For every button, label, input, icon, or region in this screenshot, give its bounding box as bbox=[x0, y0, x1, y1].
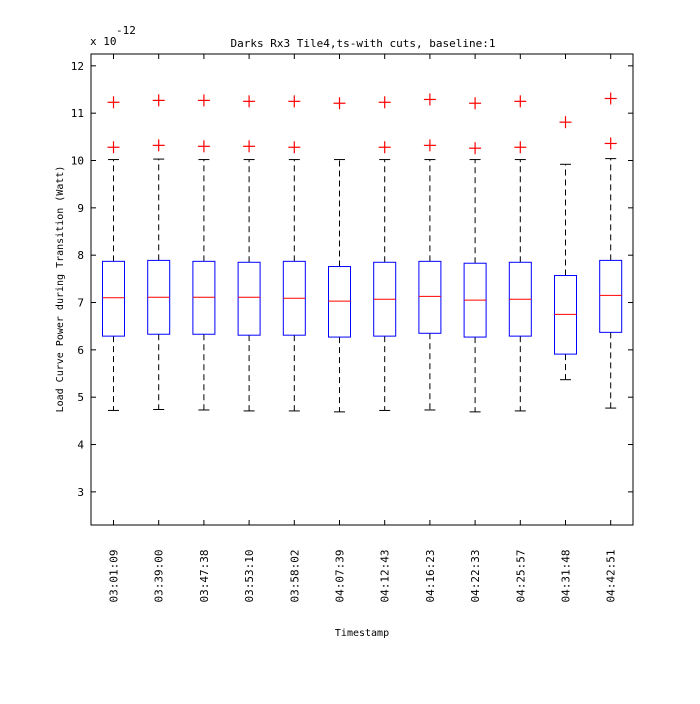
x-tick-label-11: 04:42:51 bbox=[605, 550, 618, 603]
outlier-marker-8-1 bbox=[469, 97, 482, 110]
outlier-marker-0-0 bbox=[107, 141, 120, 154]
box-7 bbox=[418, 260, 442, 334]
plot-frame bbox=[90, 53, 634, 526]
x-tick-label-2: 03:47:38 bbox=[198, 550, 211, 603]
y-exponent-power: -12 bbox=[116, 24, 136, 37]
box-3 bbox=[237, 261, 261, 336]
outlier-marker-7-1 bbox=[423, 93, 436, 106]
x-tick-label-9: 04:25:57 bbox=[514, 550, 527, 603]
y-tick-label-9: 12 bbox=[71, 60, 84, 73]
y-tick-label-8: 11 bbox=[71, 107, 84, 120]
outlier-marker-9-1 bbox=[514, 95, 527, 108]
outlier-marker-0-1 bbox=[107, 96, 120, 109]
x-tick-label-3: 03:53:10 bbox=[243, 550, 256, 603]
outlier-marker-1-1 bbox=[152, 94, 165, 107]
y-tick-label-3: 6 bbox=[77, 344, 84, 357]
outlier-marker-9-0 bbox=[514, 141, 527, 154]
x-tick-label-0: 03:01:09 bbox=[108, 550, 121, 603]
outlier-marker-1-0 bbox=[152, 139, 165, 152]
y-tick-label-5: 8 bbox=[77, 249, 84, 262]
x-tick-label-10: 04:31:48 bbox=[560, 550, 573, 603]
y-tick-label-4: 7 bbox=[77, 297, 84, 310]
y-tick-label-0: 3 bbox=[77, 486, 84, 499]
x-tick-label-8: 04:22:33 bbox=[469, 550, 482, 603]
outlier-marker-6-0 bbox=[378, 141, 391, 154]
outlier-marker-4-1 bbox=[288, 95, 301, 108]
x-tick-label-1: 03:39:00 bbox=[153, 550, 166, 603]
outlier-marker-7-0 bbox=[423, 139, 436, 152]
outlier-marker-10-0 bbox=[559, 116, 572, 129]
y-tick-label-6: 9 bbox=[77, 202, 84, 215]
x-tick-label-5: 04:07:39 bbox=[334, 550, 347, 603]
x-tick-label-7: 04:16:23 bbox=[424, 550, 437, 603]
y-axis-label: Load Curve Power during Transition (Watt… bbox=[55, 166, 66, 413]
outlier-marker-5-0 bbox=[333, 97, 346, 110]
outlier-marker-4-0 bbox=[288, 141, 301, 154]
x-tick-label-6: 04:12:43 bbox=[379, 550, 392, 603]
outlier-marker-6-1 bbox=[378, 96, 391, 109]
y-tick-label-1: 4 bbox=[77, 439, 84, 452]
x-axis-label: Timestamp bbox=[335, 628, 389, 639]
outlier-marker-3-0 bbox=[243, 140, 256, 153]
box-5 bbox=[328, 266, 351, 338]
plot-layer: 3 4 5 6 7 8 9 10 11 12 03:01:09 03:39:00 03:47:38 03:… bbox=[71, 53, 634, 603]
y-exponent-prefix: x 10 bbox=[90, 35, 117, 48]
y-tick-label-2: 5 bbox=[77, 391, 84, 404]
box-11 bbox=[599, 259, 623, 333]
y-tick-label-7: 10 bbox=[71, 155, 84, 168]
outlier-marker-11-1 bbox=[604, 92, 617, 105]
outlier-marker-11-0 bbox=[604, 137, 617, 150]
outlier-marker-3-1 bbox=[243, 95, 256, 108]
outlier-marker-2-0 bbox=[197, 140, 210, 153]
outlier-marker-2-1 bbox=[197, 94, 210, 107]
x-tick-label-4: 03:58:02 bbox=[288, 550, 301, 603]
outlier-marker-8-0 bbox=[469, 142, 482, 155]
chart-title: Darks Rx3 Tile4,ts-with cuts, baseline:1 bbox=[231, 37, 496, 50]
box-0 bbox=[102, 260, 125, 337]
